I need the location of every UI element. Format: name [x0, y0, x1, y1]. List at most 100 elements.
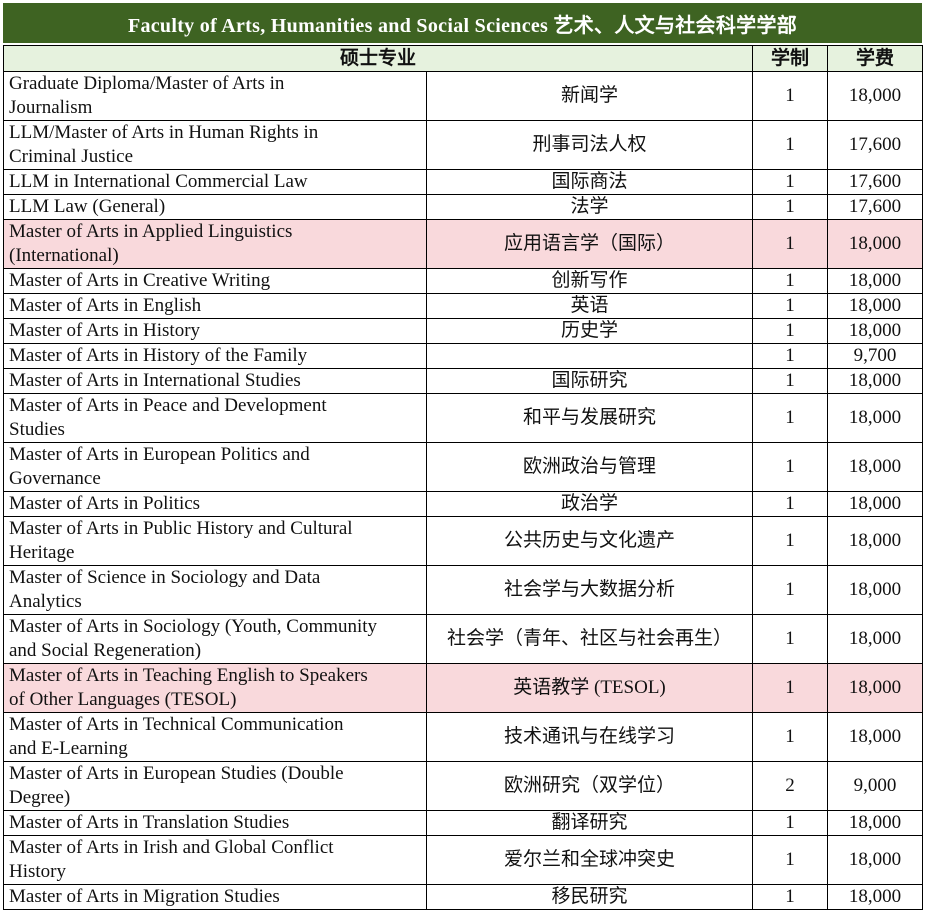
duration-cell: 1: [752, 663, 829, 713]
program-name-zh-cell: 翻译研究: [425, 810, 754, 836]
fee-cell: 18,000: [827, 614, 924, 664]
duration-cell: 1: [752, 614, 829, 664]
program-name-en-cell: Master of Arts in Irish and Global Confl…: [3, 835, 427, 885]
fee-cell: 18,000: [827, 71, 924, 121]
program-name-en-cell: Master of Arts in Politics: [3, 491, 427, 517]
fee-cell: 18,000: [827, 393, 924, 443]
fee-cell: 18,000: [827, 565, 924, 615]
fee-cell: 17,600: [827, 194, 924, 220]
program-name-zh-cell: 公共历史与文化遗产: [425, 516, 754, 566]
program-name-en-cell: Master of Arts in Teaching English to Sp…: [3, 663, 427, 713]
duration-cell: 1: [752, 368, 829, 394]
faculty-title-bar: Faculty of Arts, Humanities and Social S…: [3, 3, 922, 43]
fee-cell: 18,000: [827, 368, 924, 394]
program-name-en-cell: Master of Arts in Public History and Cul…: [3, 516, 427, 566]
table-row: Master of Arts in English 英语 1 18,000: [3, 293, 924, 319]
fee-cell: 18,000: [827, 884, 924, 910]
program-name-en-cell: Master of Arts in European Studies (Doub…: [3, 761, 427, 811]
fee-cell: 18,000: [827, 318, 924, 344]
program-name-en-cell: Master of Arts in European Politics and …: [3, 442, 427, 492]
column-header-duration: 学制: [752, 45, 829, 72]
table-row: Master of Arts in Public History and Cul…: [3, 516, 924, 566]
program-name-zh-cell: 爱尔兰和全球冲突史: [425, 835, 754, 885]
table-row: Master of Arts in Irish and Global Confl…: [3, 835, 924, 885]
table-row: Master of Arts in European Politics and …: [3, 442, 924, 492]
duration-cell: 1: [752, 293, 829, 319]
fee-cell: 17,600: [827, 169, 924, 195]
duration-cell: 1: [752, 71, 829, 121]
program-name-en-cell: Graduate Diploma/Master of Arts in Journ…: [3, 71, 427, 121]
duration-cell: 1: [752, 884, 829, 910]
program-name-en-cell: Master of Arts in History of the Family: [3, 343, 427, 369]
program-name-zh-cell: 英语: [425, 293, 754, 319]
column-header-program: 硕士专业: [2, 45, 754, 72]
duration-cell: 1: [752, 712, 829, 762]
table-row: Master of Science in Sociology and Data …: [3, 565, 924, 615]
program-name-en-cell: Master of Arts in Technical Communicatio…: [3, 712, 427, 762]
fee-cell: 18,000: [827, 442, 924, 492]
fee-cell: 18,000: [827, 293, 924, 319]
table-row: Master of Arts in Sociology (Youth, Comm…: [3, 614, 924, 664]
program-name-zh-cell: 法学: [425, 194, 754, 220]
duration-cell: 1: [752, 268, 829, 294]
program-name-en-cell: Master of Arts in Peace and Development …: [3, 393, 427, 443]
duration-cell: 1: [752, 219, 829, 269]
table-row: Master of Arts in History of the Family 1…: [3, 343, 924, 369]
column-header-fee: 学费: [827, 45, 924, 72]
program-name-en-cell: LLM Law (General): [3, 194, 427, 220]
program-name-zh-cell: 英语教学 (TESOL): [425, 663, 754, 713]
program-name-zh-cell: 技术通讯与在线学习: [425, 712, 754, 762]
duration-cell: 1: [752, 169, 829, 195]
table-row: LLM/Master of Arts in Human Rights in Cr…: [3, 120, 924, 170]
program-name-zh-cell: 移民研究: [425, 884, 754, 910]
fee-cell: 18,000: [827, 516, 924, 566]
duration-cell: 1: [752, 491, 829, 517]
program-name-zh-cell: 欧洲研究（双学位）: [425, 761, 754, 811]
program-name-en-cell: Master of Arts in History: [3, 318, 427, 344]
duration-cell: 1: [752, 565, 829, 615]
program-name-zh-cell: 社会学（青年、社区与社会再生）: [425, 614, 754, 664]
program-name-zh-cell: 政治学: [425, 491, 754, 517]
program-name-zh-cell: 国际研究: [425, 368, 754, 394]
fee-cell: 18,000: [827, 268, 924, 294]
table-row: Master of Arts in Peace and Development …: [3, 393, 924, 443]
program-name-en-cell: Master of Science in Sociology and Data …: [3, 565, 427, 615]
duration-cell: 1: [752, 835, 829, 885]
fee-cell: 9,700: [827, 343, 924, 369]
program-name-zh-cell: 历史学: [425, 318, 754, 344]
table-row: Master of Arts in European Studies (Doub…: [3, 761, 924, 811]
fee-cell: 18,000: [827, 663, 924, 713]
program-name-zh-cell: [425, 343, 754, 369]
table-row: Master of Arts in Migration Studies 移民研究 1…: [3, 884, 924, 910]
program-name-zh-cell: 应用语言学（国际）: [425, 219, 754, 269]
table-row: Master of Arts in Teaching English to Sp…: [3, 663, 924, 713]
fee-cell: 18,000: [827, 491, 924, 517]
program-name-en-cell: Master of Arts in Translation Studies: [3, 810, 427, 836]
program-name-en-cell: Master of Arts in English: [3, 293, 427, 319]
fee-cell: 18,000: [827, 712, 924, 762]
program-name-en-cell: Master of Arts in Migration Studies: [3, 884, 427, 910]
table-row: Master of Arts in History 历史学 1 18,000: [3, 318, 924, 344]
fee-cell: 18,000: [827, 219, 924, 269]
duration-cell: 1: [752, 393, 829, 443]
page-title: Faculty of Arts, Humanities and Social S…: [127, 14, 798, 37]
duration-cell: 1: [752, 516, 829, 566]
duration-cell: 1: [752, 194, 829, 220]
programs-table: 硕士专业 学制 学费 Graduate Diploma/Master of Ar…: [2, 45, 924, 910]
table-row: Master of Arts in Technical Communicatio…: [3, 712, 924, 762]
program-name-zh-cell: 欧洲政治与管理: [425, 442, 754, 492]
fee-cell: 18,000: [827, 835, 924, 885]
table-row: Master of Arts in International Studies 国…: [3, 368, 924, 394]
program-name-en-cell: Master of Arts in International Studies: [3, 368, 427, 394]
fee-cell: 18,000: [827, 810, 924, 836]
program-name-zh-cell: 国际商法: [425, 169, 754, 195]
program-name-en-cell: LLM in International Commercial Law: [3, 169, 427, 195]
table-row: Master of Arts in Translation Studies 翻译研…: [3, 810, 924, 836]
duration-cell: 1: [752, 120, 829, 170]
table-row: Graduate Diploma/Master of Arts in Journ…: [3, 71, 924, 121]
program-name-zh-cell: 创新写作: [425, 268, 754, 294]
duration-cell: 1: [752, 442, 829, 492]
table-row: LLM Law (General) 法学 1 17,600: [3, 194, 924, 220]
duration-cell: 1: [752, 343, 829, 369]
